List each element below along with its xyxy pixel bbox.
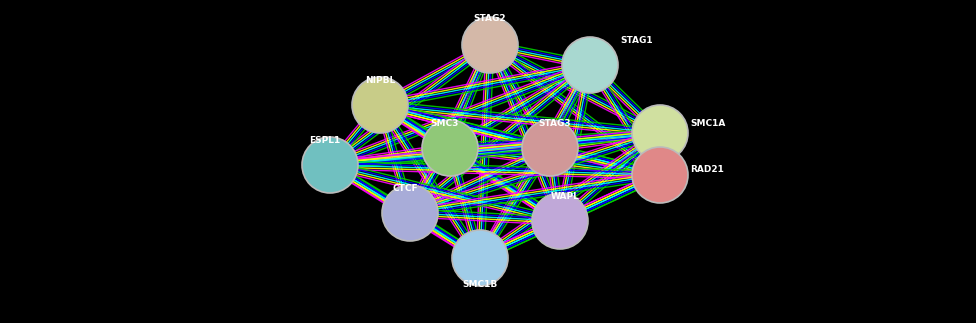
Ellipse shape	[382, 185, 438, 241]
Text: STAG2: STAG2	[473, 14, 507, 23]
Text: CTCF: CTCF	[392, 184, 418, 193]
Ellipse shape	[422, 120, 478, 176]
Text: SMC1B: SMC1B	[463, 280, 498, 289]
Ellipse shape	[532, 193, 588, 249]
Ellipse shape	[302, 137, 358, 193]
Ellipse shape	[452, 230, 508, 286]
Ellipse shape	[462, 17, 518, 73]
Text: SMC1A: SMC1A	[690, 119, 725, 128]
Ellipse shape	[632, 105, 688, 161]
Text: RAD21: RAD21	[690, 165, 724, 174]
Text: NIPBL: NIPBL	[365, 76, 395, 85]
Ellipse shape	[352, 77, 408, 133]
Text: SMC3: SMC3	[430, 119, 459, 128]
Ellipse shape	[522, 120, 578, 176]
Text: STAG1: STAG1	[620, 36, 653, 45]
Text: ESPL1: ESPL1	[309, 136, 341, 145]
Ellipse shape	[562, 37, 618, 93]
Ellipse shape	[632, 147, 688, 203]
Text: WAPL: WAPL	[550, 192, 580, 201]
Text: STAG3: STAG3	[539, 119, 571, 128]
